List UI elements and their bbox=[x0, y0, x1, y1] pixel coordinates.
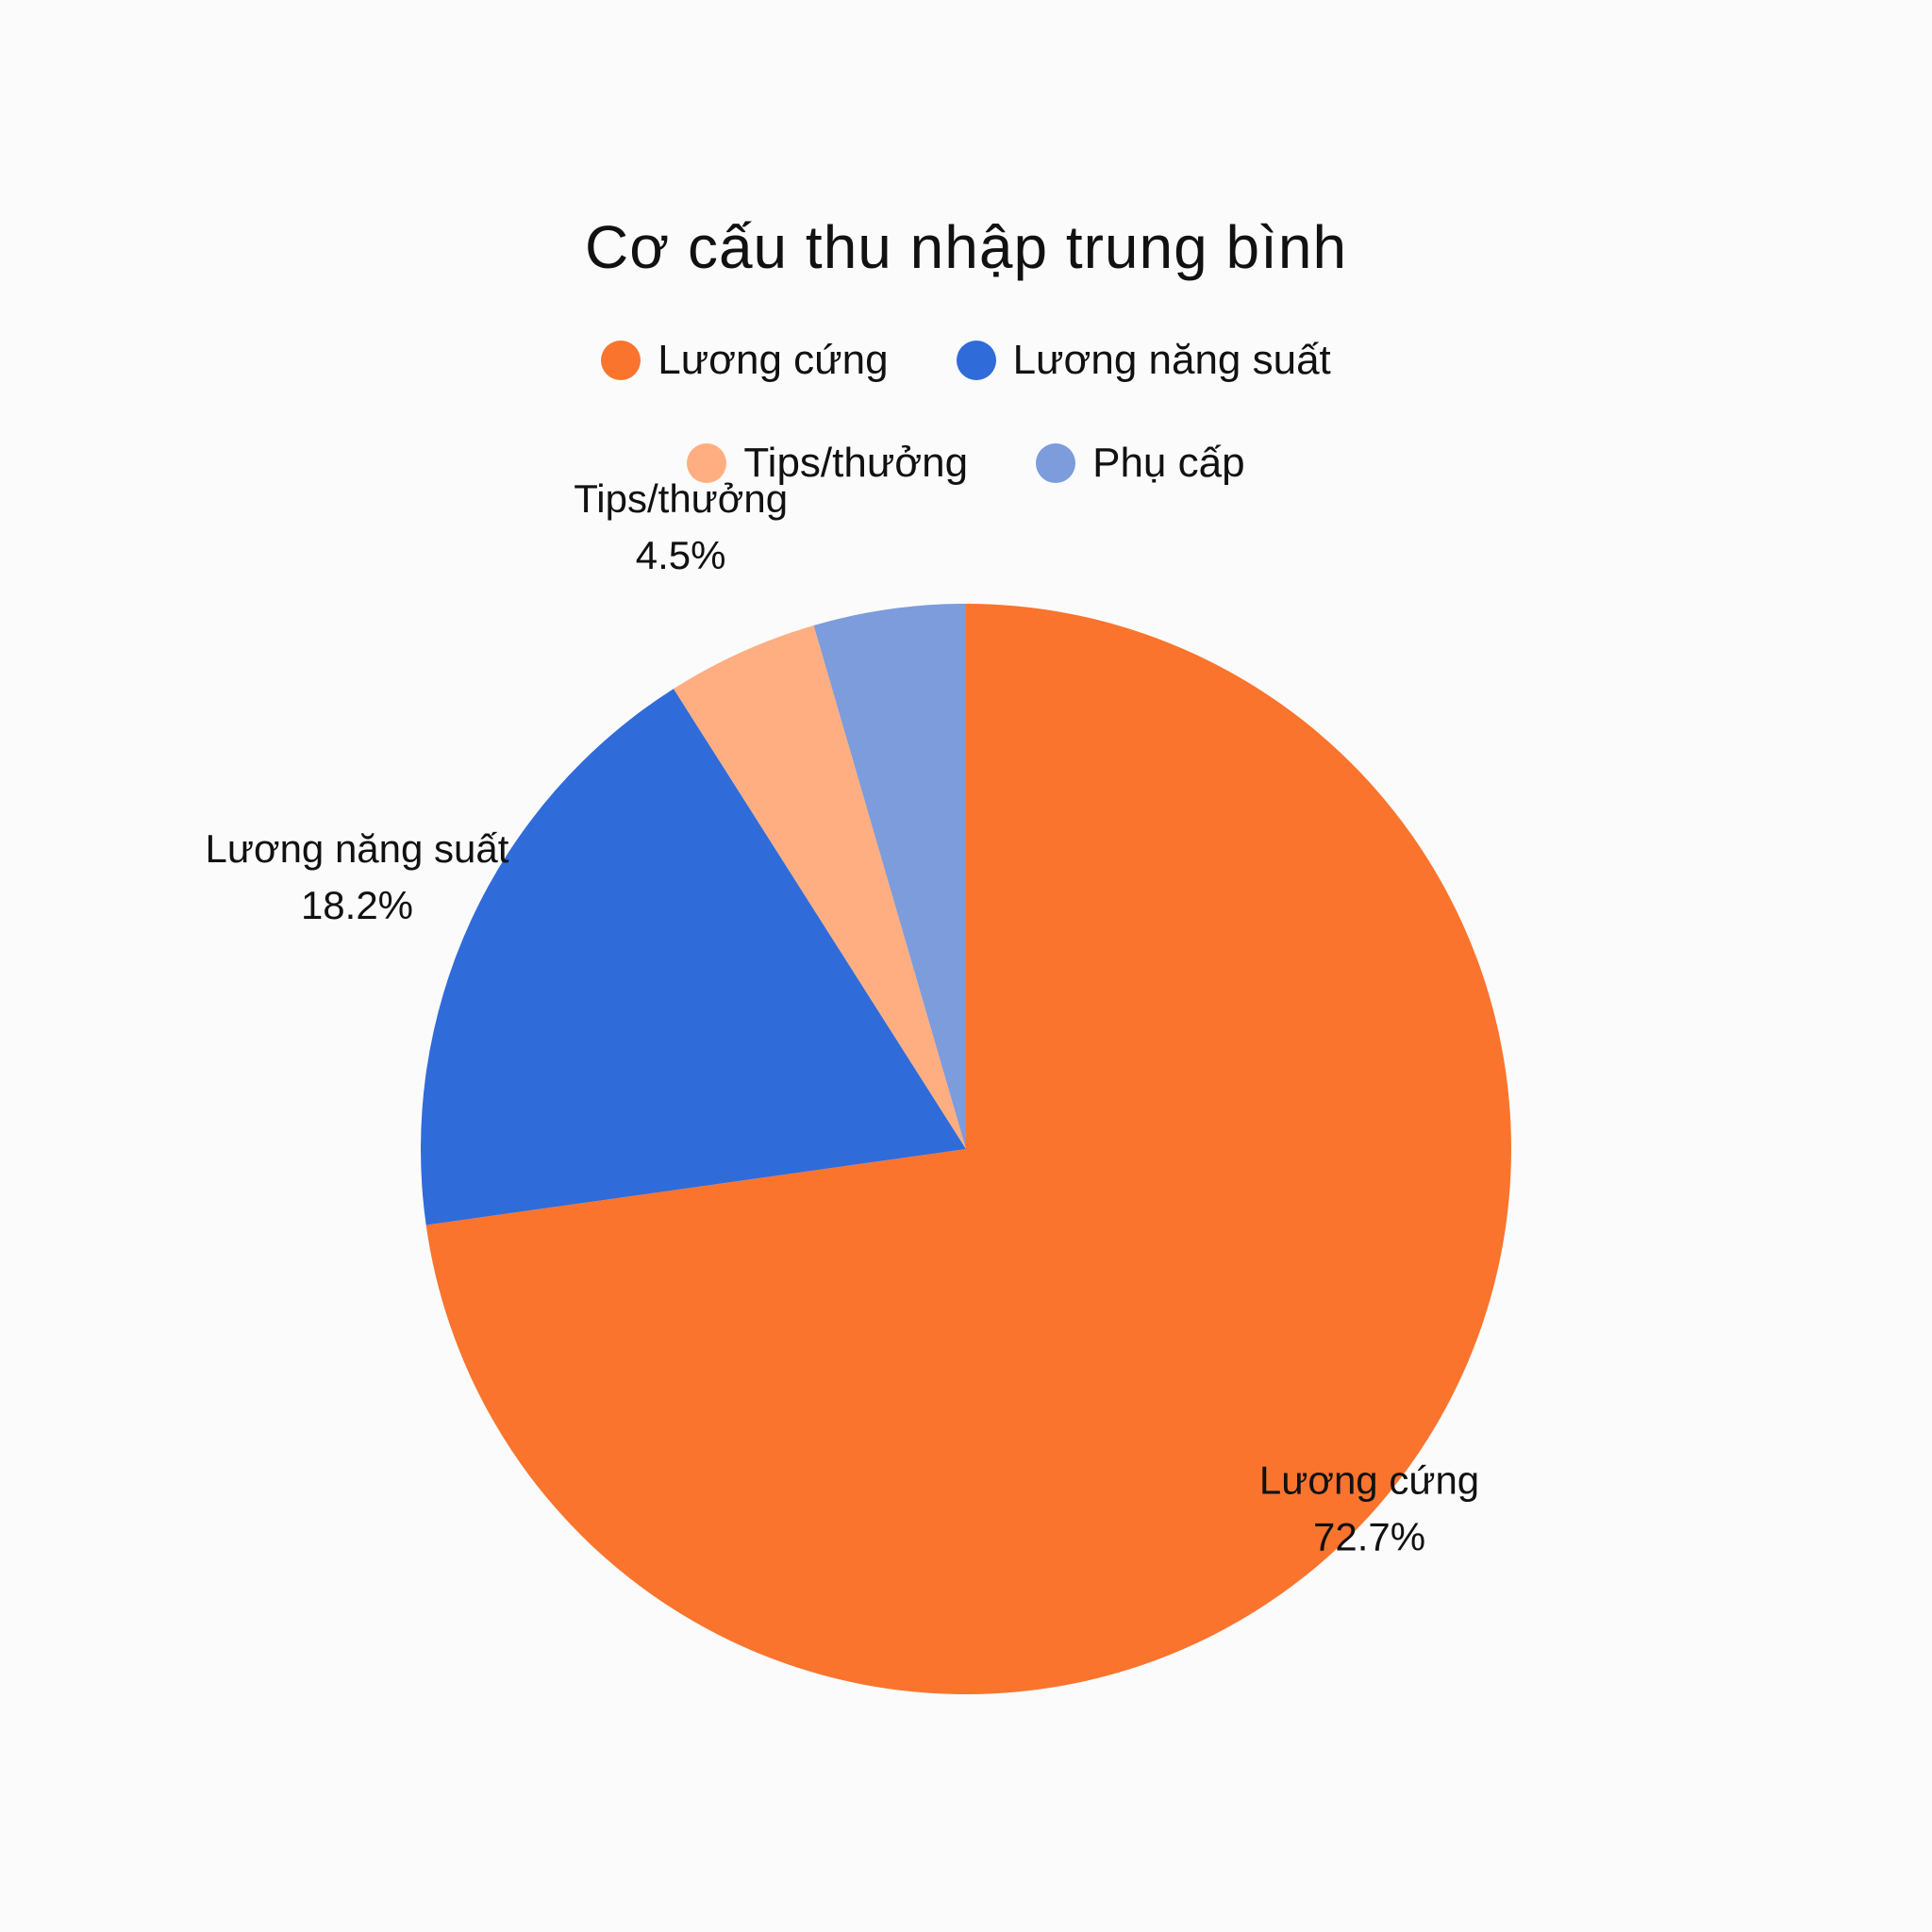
legend-label-luong-nang-suat: Lương năng suất bbox=[1012, 337, 1331, 383]
chart-title: Cơ cấu thu nhập trung bình bbox=[584, 213, 1348, 281]
slice-label-tips-thuong: Tips/thưởng bbox=[574, 476, 788, 521]
legend-label-luong-cung: Lương cứng bbox=[658, 337, 889, 383]
legend-item-phu-cap: Phụ cấp bbox=[1036, 437, 1245, 490]
legend-label-tips-thuong: Tips/thưởng bbox=[743, 440, 969, 486]
legend-item-luong-nang-suat: Lương năng suất bbox=[956, 334, 1331, 387]
legend-item-luong-cung: Lương cứng bbox=[601, 334, 889, 387]
legend-row-2: Tips/thưởng Phụ cấp bbox=[0, 437, 1932, 490]
pie-slice-luong-cung bbox=[425, 604, 1511, 1694]
slice-value-luong-nang-suat: 18.2% bbox=[301, 883, 413, 927]
slice-label-luong-cung: Lương cứng bbox=[1259, 1458, 1479, 1503]
slice-value-luong-cung: 72.7% bbox=[1313, 1515, 1425, 1559]
legend-swatch-luong-nang-suat bbox=[956, 341, 996, 380]
legend-swatch-phu-cap bbox=[1036, 443, 1076, 483]
legend-swatch-luong-cung bbox=[601, 341, 641, 380]
pie-slice-phu-cap bbox=[813, 604, 966, 1149]
slice-label-luong-nang-suat: Lương năng suất bbox=[206, 826, 509, 871]
pie-slice-tips-thuong bbox=[674, 625, 966, 1149]
pie-slice-luong-nang-suat bbox=[421, 689, 966, 1225]
slice-value-tips-thuong: 4.5% bbox=[636, 533, 726, 577]
legend-label-phu-cap: Phụ cấp bbox=[1092, 440, 1245, 486]
legend-item-tips-thuong: Tips/thưởng bbox=[687, 437, 968, 490]
legend-row-1: Lương cứng Lương năng suất bbox=[0, 334, 1932, 387]
legend-swatch-tips-thuong bbox=[687, 443, 727, 483]
